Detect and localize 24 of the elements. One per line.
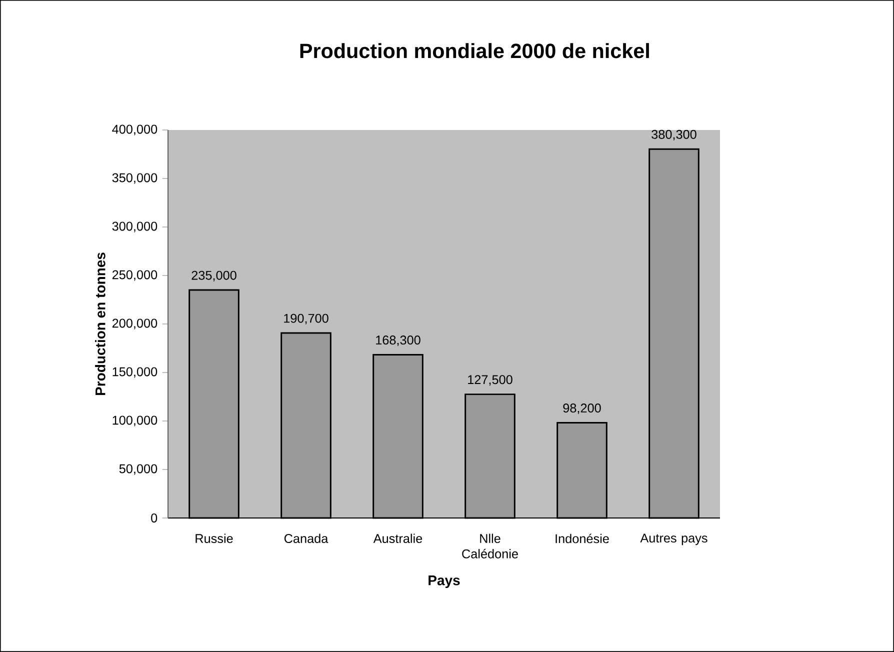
x-axis-title: Pays bbox=[428, 576, 460, 588]
y-tick-label: 200,000 bbox=[112, 318, 158, 330]
y-tick-label: 250,000 bbox=[112, 270, 158, 281]
y-tick-label: 50,000 bbox=[119, 464, 158, 475]
y-axis-title: Production en tonnes bbox=[95, 252, 106, 395]
x-tick-label: Australie bbox=[373, 534, 422, 544]
x-tick-label: Indonésie bbox=[556, 534, 609, 544]
data-label: 98,200 bbox=[563, 404, 601, 414]
y-tick-label: 350,000 bbox=[112, 173, 158, 184]
data-label: 235,000 bbox=[192, 270, 236, 282]
x-tick-label: Russie bbox=[196, 534, 233, 544]
data-label: 380,300 bbox=[652, 130, 696, 140]
y-tick-label: 400,000 bbox=[112, 124, 158, 136]
x-tick-label: Canada bbox=[284, 534, 328, 544]
y-tick-label: 0 bbox=[151, 514, 158, 522]
data-label: 127,500 bbox=[468, 375, 512, 386]
chart-title: Production mondiale 2000 de nickel bbox=[300, 43, 649, 58]
data-label: 168,300 bbox=[376, 336, 420, 346]
x-tick-label: Nlle Calédonie bbox=[462, 534, 518, 558]
y-tick-label: 300,000 bbox=[112, 222, 158, 232]
x-tick-label: Autres pays bbox=[640, 534, 708, 546]
y-tick-label: 100,000 bbox=[112, 416, 158, 426]
data-label: 190,700 bbox=[284, 314, 328, 324]
y-tick-label: 150,000 bbox=[112, 367, 158, 378]
